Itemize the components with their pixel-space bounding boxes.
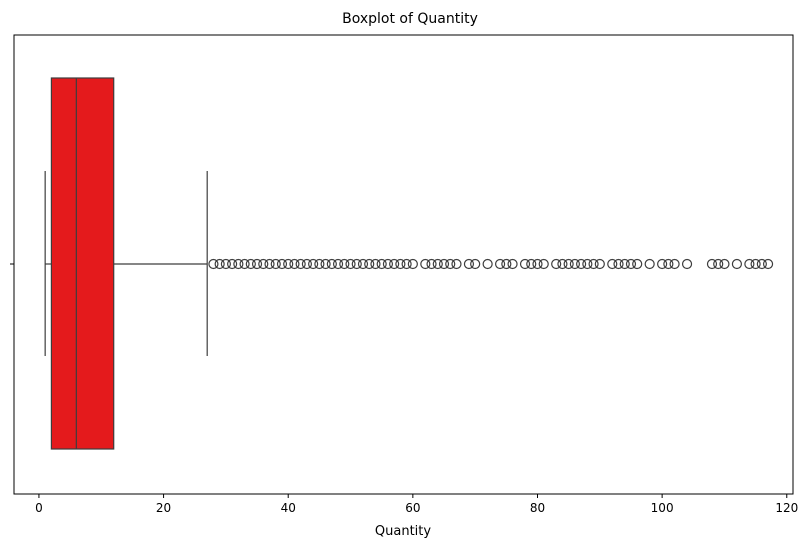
outlier-point xyxy=(756,258,767,270)
outlier-point xyxy=(345,258,356,270)
outlier-point xyxy=(501,258,512,270)
outlier-point xyxy=(289,258,300,270)
outlier-point xyxy=(719,258,730,270)
outlier-point xyxy=(613,258,624,270)
outlier-point xyxy=(451,258,462,270)
outlier-point xyxy=(669,258,680,270)
outlier-point xyxy=(220,258,231,270)
outlier-point xyxy=(438,258,450,270)
outlier-point xyxy=(251,258,263,270)
outlier-point xyxy=(582,258,593,270)
outlier-point xyxy=(463,258,475,270)
outlier-point xyxy=(270,258,281,270)
x-tick-label: 120 xyxy=(775,501,798,515)
outlier-point xyxy=(507,258,518,270)
outlier-point xyxy=(563,258,574,270)
outlier-point xyxy=(470,258,481,270)
outlier-point xyxy=(320,258,331,270)
outlier-point xyxy=(332,258,344,270)
outlier-point xyxy=(551,258,562,270)
outlier-point xyxy=(750,258,761,270)
outlier-point xyxy=(588,258,599,270)
outlier-point xyxy=(713,258,724,270)
x-axis-ticks: 0 20 40 60 80 100 120 xyxy=(35,494,798,515)
outlier-point xyxy=(376,258,387,270)
x-tick-label: 100 xyxy=(651,501,674,515)
outlier-point xyxy=(538,258,549,270)
outlier-point xyxy=(607,258,618,270)
outlier-point xyxy=(276,258,288,270)
outlier-point xyxy=(370,258,381,270)
outlier-point xyxy=(395,258,406,270)
plot-marks xyxy=(44,77,774,450)
outlier-point xyxy=(339,258,350,270)
outlier-point xyxy=(214,258,225,270)
outlier-point xyxy=(681,258,693,270)
x-tick-label: 60 xyxy=(405,501,420,515)
outlier-point xyxy=(619,258,630,270)
outlier-point xyxy=(482,258,493,270)
outlier-point xyxy=(657,258,668,270)
outlier-point xyxy=(557,258,568,270)
x-tick-label: 40 xyxy=(281,501,296,515)
outlier-point xyxy=(644,258,655,270)
outlier-point xyxy=(258,258,269,270)
outlier-point xyxy=(264,258,275,270)
x-tick-label: 80 xyxy=(530,501,545,515)
outlier-point xyxy=(532,258,543,270)
outlier-point xyxy=(625,258,637,270)
outlier-point xyxy=(326,258,337,270)
outlier-point xyxy=(663,258,674,270)
outlier-point xyxy=(526,258,537,270)
outlier-point xyxy=(283,258,294,270)
outlier-point xyxy=(233,258,244,270)
outlier-point xyxy=(762,258,774,270)
outlier-point xyxy=(239,258,250,270)
chart-title: Boxplot of Quantity xyxy=(342,11,478,27)
outlier-point xyxy=(314,258,325,270)
outlier-point xyxy=(295,258,306,270)
outlier-point xyxy=(576,258,587,270)
outlier-point xyxy=(632,258,643,270)
outlier-point xyxy=(494,258,506,270)
outlier-point xyxy=(420,258,431,270)
outlier-point xyxy=(744,258,755,270)
outlier-point xyxy=(227,258,238,270)
outlier-point xyxy=(389,258,400,270)
outlier-point xyxy=(245,258,256,270)
outlier-point xyxy=(594,258,605,270)
outlier-point xyxy=(407,258,418,270)
outlier-point xyxy=(301,258,313,270)
box-iqr xyxy=(50,77,115,450)
outlier-point xyxy=(382,258,394,270)
outlier-point xyxy=(569,258,580,270)
outlier-point xyxy=(519,258,531,270)
outlier-point xyxy=(308,258,319,270)
x-tick-label: 0 xyxy=(35,501,43,515)
outlier-point xyxy=(731,258,743,270)
outlier-point xyxy=(401,258,412,270)
x-axis-label: Quantity xyxy=(375,524,431,539)
x-tick-label: 20 xyxy=(156,501,171,515)
outlier-point xyxy=(208,258,219,270)
outlier-point xyxy=(445,258,456,270)
outlier-point xyxy=(432,258,443,270)
outlier-point xyxy=(426,258,437,270)
outlier-point xyxy=(364,258,375,270)
outlier-point xyxy=(706,258,718,270)
outlier-point xyxy=(357,258,369,270)
outlier-point xyxy=(351,258,362,270)
